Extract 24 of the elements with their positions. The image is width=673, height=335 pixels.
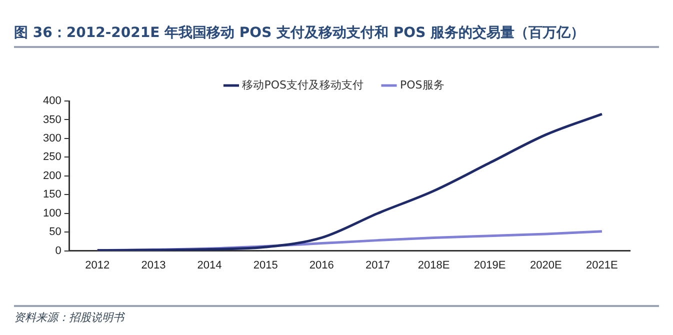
x-tick-label: 2015 [253,259,278,272]
y-tick-label: 350 [42,114,62,126]
y-tick-label: 50 [49,226,62,238]
x-tick-label: 2016 [309,259,334,272]
text: 资料来源：招股说明书 [14,305,659,325]
chart-title: 图 36：2012-2021E 年我国移动 POS 支付及移动支付和 POS 服务的交易量（百万亿） [14,24,659,48]
y-tick-label: 300 [42,132,62,144]
x-tick-label: 2012 [85,259,110,272]
x-tick-label: 2020E [530,259,562,272]
legend-label: POS服务 [400,78,444,92]
y-tick-label: 400 [42,95,62,108]
x-tick-label: 2018E [418,259,450,272]
legend-label: 移动POS支付及移动支付 [242,78,364,92]
y-tick-label: 100 [42,207,62,220]
line-series [96,112,604,251]
y-tick-label: 0 [55,244,62,257]
x-tick-label: 2014 [197,259,222,272]
y-tick-label: 200 [42,170,62,182]
x-tick-label: 2019E [474,259,506,272]
x-tick-label: 2017 [365,259,390,272]
x-tick-label: 2021E [586,259,618,272]
y-tick-label: 250 [42,151,62,164]
x-tick-label: 2013 [141,259,166,272]
y-tick-label: 150 [42,188,62,201]
